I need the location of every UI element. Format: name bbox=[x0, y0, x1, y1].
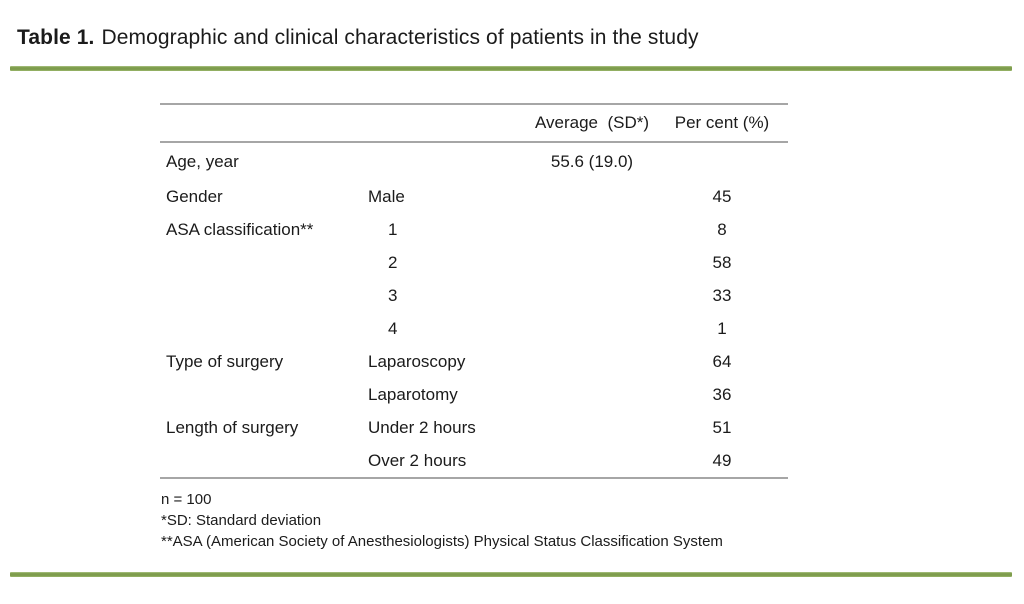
row-subcategory: Over 2 hours bbox=[368, 450, 467, 470]
footnote-sd: *SD: Standard deviation bbox=[161, 512, 322, 529]
row-subcategory: 4 bbox=[388, 318, 398, 338]
row-subcategory: Under 2 hours bbox=[368, 417, 476, 437]
col-header-average: Average (SD*) bbox=[534, 113, 649, 132]
page-title: Table 1. Demographic and clinical charact… bbox=[17, 26, 699, 50]
row-subcategory: Laparotomy bbox=[368, 384, 458, 404]
top-accent-rule bbox=[10, 66, 1012, 71]
row-subcategory: Male bbox=[368, 186, 405, 206]
table-row: Gender Male 45 bbox=[160, 180, 788, 213]
table-caption: Demographic and clinical characteristics… bbox=[101, 26, 699, 49]
row-percent: 36 bbox=[712, 384, 732, 404]
footnote-sample-size: n = 100 bbox=[161, 491, 212, 508]
table-row: Type of surgery Laparoscopy 64 bbox=[160, 345, 788, 378]
row-percent: 58 bbox=[712, 252, 732, 272]
row-subcategory: 2 bbox=[388, 252, 398, 272]
table-header-row: Average (SD*) Per cent (%) bbox=[160, 103, 788, 143]
row-category: Type of surgery bbox=[166, 351, 284, 371]
row-subcategory: Laparoscopy bbox=[368, 351, 466, 371]
demographics-table: Average (SD*) Per cent (%) Age, year 55.… bbox=[160, 103, 788, 479]
row-subcategory: 3 bbox=[388, 285, 398, 305]
row-category: ASA classification** bbox=[166, 219, 314, 239]
row-percent: 45 bbox=[712, 186, 732, 206]
row-percent: 49 bbox=[712, 450, 732, 470]
bottom-accent-rule bbox=[10, 572, 1012, 577]
table-row: Age, year 55.6 (19.0) bbox=[160, 143, 788, 180]
row-percent: 64 bbox=[712, 351, 732, 371]
table-row: 2 58 bbox=[160, 246, 788, 279]
row-average: 55.6 (19.0) bbox=[550, 151, 634, 171]
row-percent: 33 bbox=[712, 285, 732, 305]
row-percent: 8 bbox=[717, 219, 727, 239]
row-category: Age, year bbox=[166, 151, 239, 171]
table-row: 4 1 bbox=[160, 312, 788, 345]
row-percent: 1 bbox=[717, 318, 727, 338]
table-row: ASA classification** 1 8 bbox=[160, 213, 788, 246]
table-row: Over 2 hours 49 bbox=[160, 444, 788, 477]
row-percent: 51 bbox=[712, 417, 732, 437]
row-subcategory: 1 bbox=[388, 219, 398, 239]
table-row: Length of surgery Under 2 hours 51 bbox=[160, 411, 788, 444]
footnote-asa: **ASA (American Society of Anesthesiolog… bbox=[161, 533, 723, 550]
table-row: 3 33 bbox=[160, 279, 788, 312]
row-category: Gender bbox=[166, 186, 223, 206]
table-row: Laparotomy 36 bbox=[160, 378, 788, 411]
table-number-label: Table 1. bbox=[17, 26, 95, 49]
table-footnotes: n = 100 *SD: Standard deviation **ASA (A… bbox=[161, 489, 723, 552]
col-header-percent: Per cent (%) bbox=[674, 113, 770, 132]
row-category: Length of surgery bbox=[166, 417, 299, 437]
